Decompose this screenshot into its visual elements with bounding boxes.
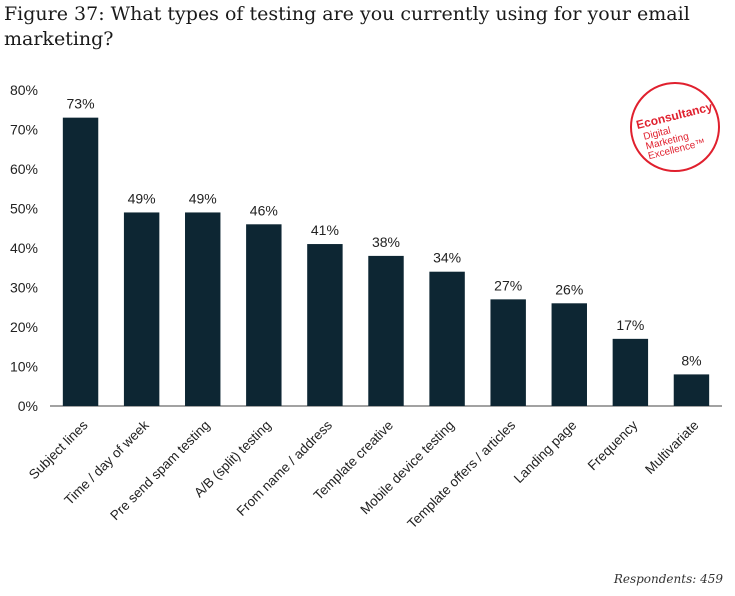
respondents-note: Respondents: 459 (613, 572, 723, 586)
data-label: 49% (128, 190, 156, 206)
data-label: 38% (372, 234, 400, 250)
y-tick-label: 0% (18, 398, 38, 414)
y-tick-label: 70% (10, 122, 38, 138)
bar (368, 255, 404, 406)
bar (612, 338, 649, 406)
x-tick-label: Subject lines (26, 417, 91, 482)
y-tick-label: 50% (10, 201, 38, 217)
bars (62, 117, 710, 407)
bar (246, 224, 282, 406)
y-tick-label: 40% (10, 240, 38, 256)
x-tick-label: Landing page (511, 418, 579, 486)
x-tick-label: Multivariate (642, 418, 701, 477)
bar (429, 271, 465, 406)
bar (673, 374, 710, 406)
x-tick-label: Pre send spam testing (107, 418, 213, 524)
econsultancy-logo: Econsultancy Digital Marketing Excellenc… (630, 82, 720, 172)
data-label: 41% (311, 222, 339, 238)
bar (123, 212, 160, 406)
data-label: 26% (555, 281, 583, 297)
x-tick-label: Frequency (585, 417, 641, 473)
bar (307, 244, 343, 406)
y-tick-label: 60% (10, 161, 38, 177)
data-label: 34% (433, 250, 461, 266)
y-tick-label: 20% (10, 319, 38, 335)
data-label: 46% (250, 202, 278, 218)
bar (551, 303, 587, 406)
bar (185, 212, 221, 406)
data-label: 27% (494, 277, 522, 293)
y-tick-label: 80% (10, 82, 38, 98)
data-labels: 73% 49% 49% 46% 41% 38% 34% 27% 26% 17% 8% (67, 96, 702, 369)
y-tick-label: 30% (10, 280, 38, 296)
data-label: 49% (189, 190, 217, 206)
bar (490, 299, 526, 406)
data-label: 17% (616, 317, 644, 333)
data-label: 73% (67, 96, 95, 112)
chart-title: Figure 37: What types of testing are you… (4, 3, 690, 50)
x-tick-label: Template offers / articles (404, 417, 518, 531)
data-label: 8% (681, 352, 701, 368)
bar (62, 117, 99, 407)
y-axis: 0% 10% 20% 30% 40% 50% 60% 70% 80% (10, 82, 38, 414)
y-tick-label: 10% (10, 359, 38, 375)
